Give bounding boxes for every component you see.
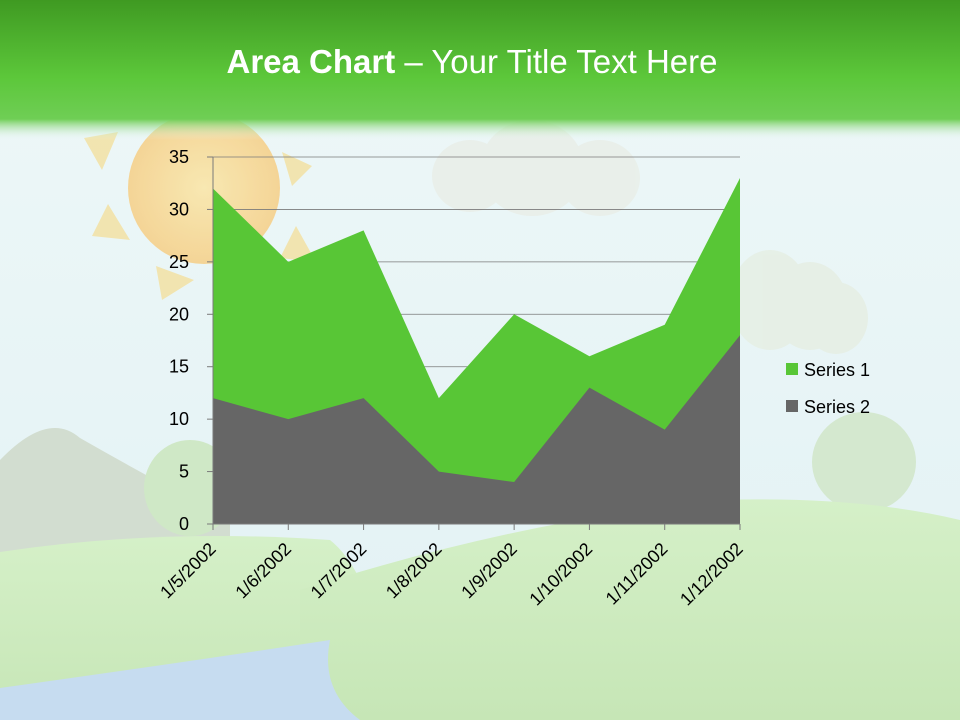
legend-label-series-1: Series 1 (804, 360, 870, 380)
x-tick-label: 1/12/2002 (676, 539, 747, 610)
x-tick-label: 1/10/2002 (525, 539, 596, 610)
legend-swatch-series-2 (786, 400, 798, 412)
slide-title-bold: Area Chart (226, 43, 396, 80)
slide-title-rest: – Your Title Text Here (395, 43, 718, 80)
x-tick-label: 1/6/2002 (231, 539, 295, 603)
x-tick-label: 1/9/2002 (457, 539, 521, 603)
slide-title: Area Chart – Your Title Text Here (0, 42, 944, 82)
y-tick-label: 30 (169, 199, 189, 219)
legend-label-series-2: Series 2 (804, 397, 870, 417)
y-tick-label: 0 (179, 514, 189, 534)
y-tick-label: 35 (169, 147, 189, 167)
x-tick-label: 1/8/2002 (382, 539, 446, 603)
header-banner (0, 0, 960, 140)
cloud-icon (432, 120, 640, 216)
y-tick-label: 5 (179, 462, 189, 482)
y-tick-label: 10 (169, 409, 189, 429)
cloud-icon (730, 250, 868, 354)
x-tick-label: 1/7/2002 (307, 539, 371, 603)
area-series-2 (213, 335, 740, 524)
y-tick-label: 15 (169, 357, 189, 377)
y-tick-label: 25 (169, 252, 189, 272)
y-tick-label: 20 (169, 304, 189, 324)
x-tick-label: 1/5/2002 (156, 539, 220, 603)
legend-swatch-series-1 (786, 363, 798, 375)
x-tick-label: 1/11/2002 (602, 539, 672, 609)
